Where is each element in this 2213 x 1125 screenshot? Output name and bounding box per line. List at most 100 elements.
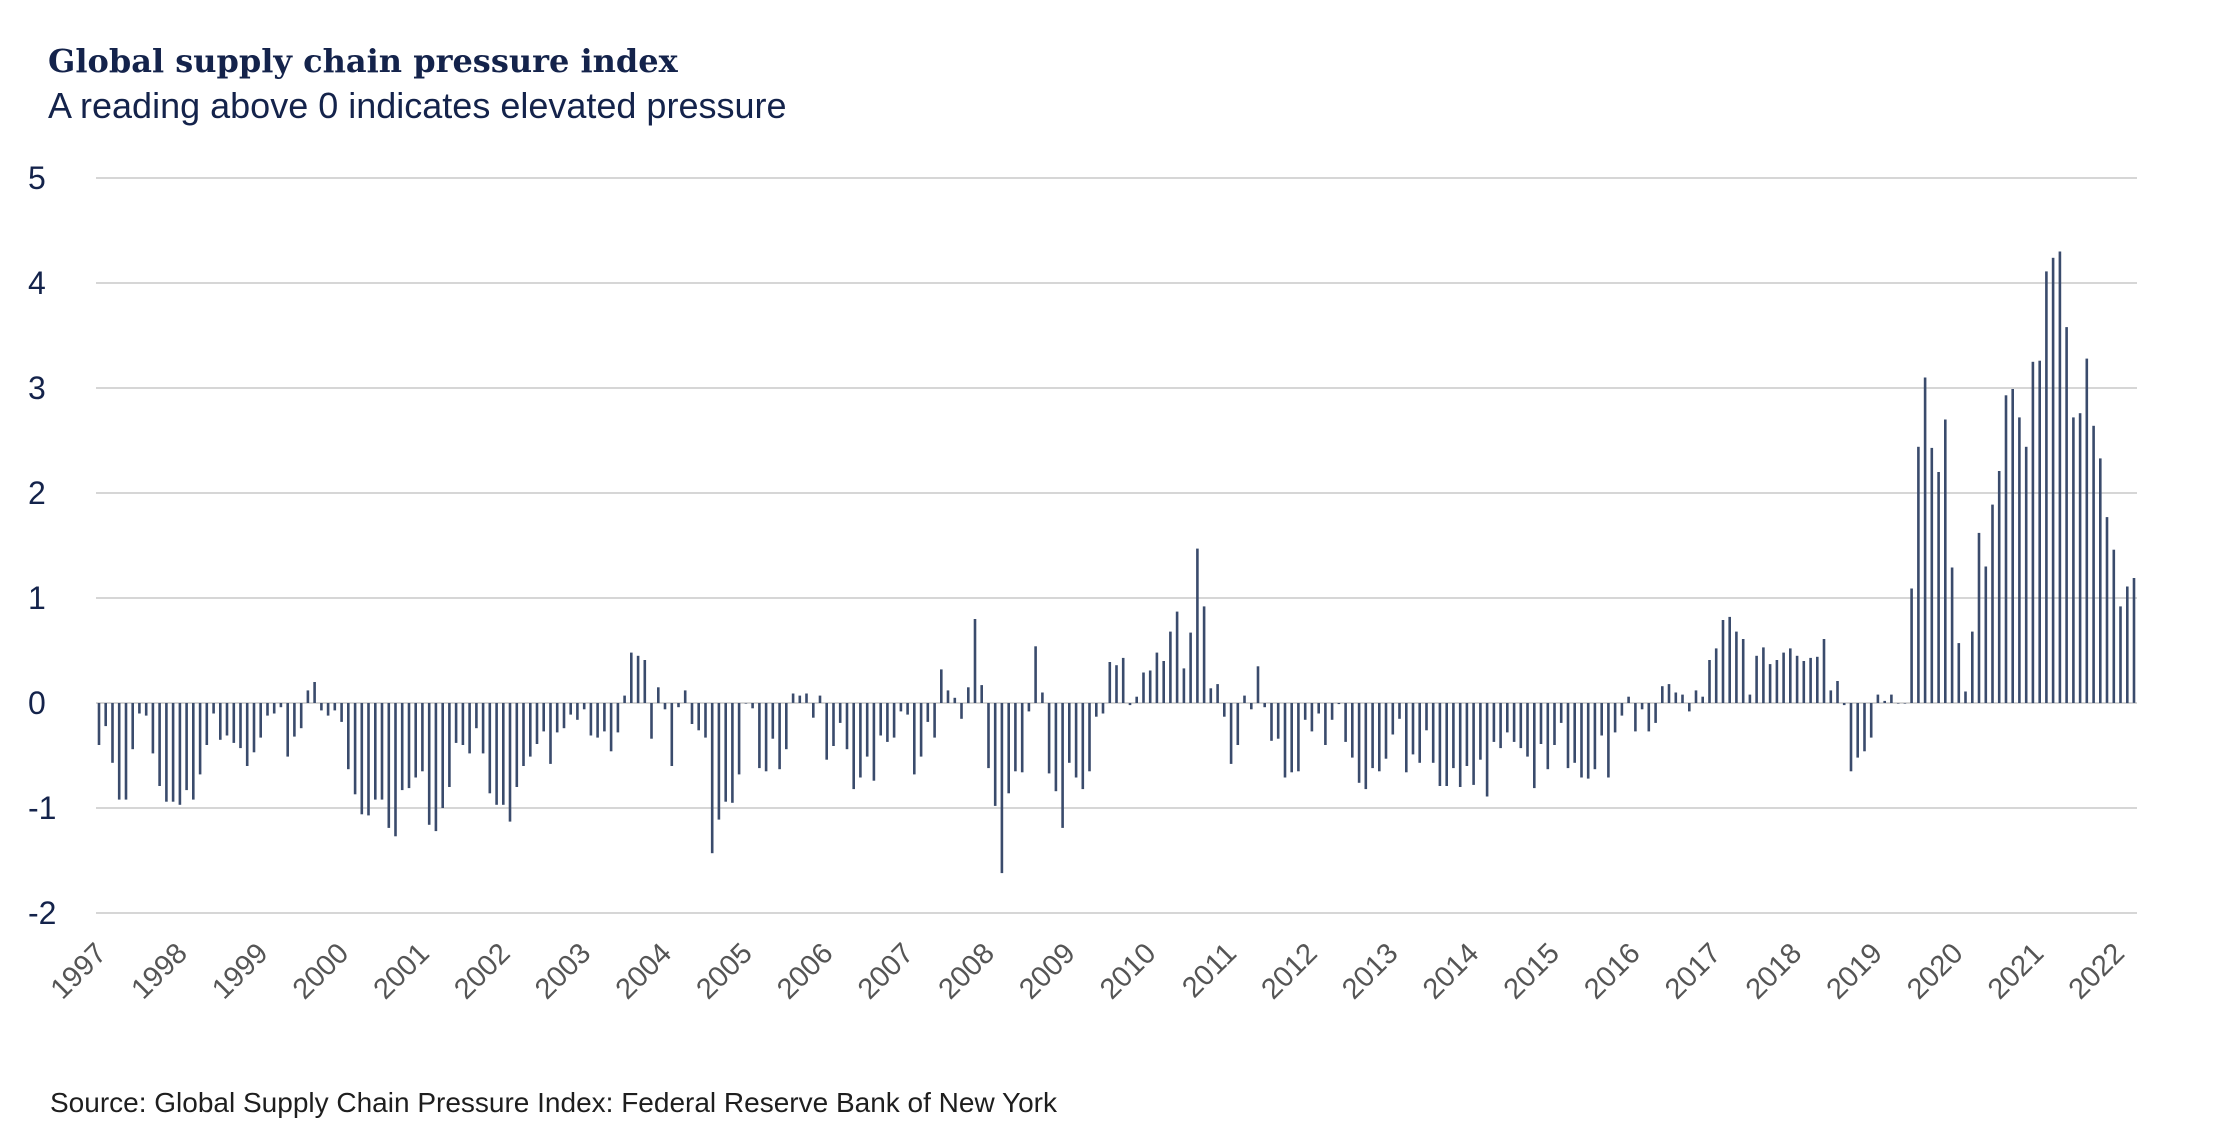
bar (326, 703, 330, 716)
x-tick-label: 2009 (1013, 937, 1081, 1005)
bar (1714, 648, 1718, 703)
bar (1674, 692, 1678, 703)
bar (1324, 703, 1327, 745)
bar (1411, 703, 1415, 755)
bar (1317, 703, 1320, 714)
y-tick-label: 0 (28, 685, 46, 721)
bar (845, 703, 849, 750)
x-tick-label: 2011 (1176, 937, 1243, 1004)
bar (1007, 703, 1010, 794)
x-tick-label: 2013 (1336, 937, 1404, 1005)
bar (764, 703, 768, 772)
bar (778, 703, 781, 770)
x-tick-label: 2019 (1821, 937, 1889, 1005)
bar (1330, 703, 1334, 720)
bar (400, 703, 404, 791)
bar (1405, 703, 1408, 773)
bar (1000, 703, 1004, 874)
bar (623, 695, 626, 703)
bar (1095, 703, 1098, 717)
bar (1438, 703, 1442, 786)
x-tick-label: 2017 (1659, 937, 1727, 1005)
bar (340, 703, 343, 722)
y-axis-ticks: 5 4 3 2 1 0 -1 -2 (28, 160, 56, 931)
bar (1627, 696, 1630, 703)
bar (117, 703, 121, 800)
bar (1546, 703, 1550, 770)
bar (293, 703, 296, 737)
bar (1458, 703, 1462, 787)
bar (859, 703, 862, 778)
bar (1276, 703, 1280, 739)
bar (1337, 703, 1341, 705)
bar (508, 703, 512, 822)
bar (2058, 251, 2062, 703)
bar (630, 652, 633, 703)
bar (555, 703, 559, 733)
x-tick-label: 2022 (2063, 937, 2131, 1005)
bar (1863, 703, 1866, 752)
bar (1479, 703, 1482, 760)
bar (245, 703, 249, 766)
bar (1856, 703, 1859, 758)
bar (1735, 631, 1738, 703)
y-tick-label: -1 (28, 790, 56, 826)
bar (1647, 703, 1651, 732)
bar (1667, 684, 1671, 703)
bar (475, 703, 478, 729)
bar (529, 703, 532, 757)
bar (1741, 639, 1745, 703)
bar (1061, 703, 1064, 828)
bar (171, 703, 175, 802)
gridlines (96, 177, 2137, 914)
bar (1263, 703, 1266, 708)
bar (2112, 549, 2116, 703)
bar (805, 693, 808, 703)
x-tick-label: 2021 (1982, 937, 2050, 1005)
bar (1364, 703, 1368, 790)
bar (1431, 703, 1435, 763)
bar (414, 703, 417, 778)
bar (1822, 639, 1826, 703)
bar (751, 703, 754, 709)
bar (1283, 703, 1287, 778)
bar (522, 703, 525, 766)
bar (1384, 703, 1388, 759)
bar (1169, 631, 1172, 703)
bar (1539, 703, 1543, 744)
bar (744, 703, 748, 704)
bar (926, 703, 930, 722)
bar (643, 660, 647, 703)
x-tick-label: 2004 (610, 937, 678, 1005)
bar (838, 703, 842, 723)
bar (502, 703, 505, 805)
bar (1108, 662, 1112, 703)
x-tick-label: 2008 (933, 937, 1001, 1005)
bar (1930, 447, 1934, 704)
bar (124, 703, 128, 800)
bar (1721, 620, 1725, 703)
bar (481, 703, 485, 754)
bar (1209, 688, 1213, 703)
bar (1849, 703, 1853, 772)
bar (603, 703, 606, 732)
bar (111, 703, 114, 763)
x-tick-label: 2001 (368, 937, 436, 1005)
bar (165, 703, 168, 802)
bar (333, 703, 337, 711)
x-tick-label: 2020 (1901, 937, 1969, 1005)
bar (1964, 691, 1967, 704)
bar (1506, 703, 1509, 733)
bar (1957, 643, 1961, 703)
bar (1950, 567, 1954, 703)
bar (2092, 425, 2095, 703)
bar (825, 703, 828, 760)
bar (1047, 703, 1051, 774)
bar (670, 703, 674, 766)
bar (980, 685, 983, 703)
bar (1452, 703, 1455, 769)
bar (993, 703, 997, 806)
bar (1512, 703, 1516, 742)
x-tick-label: 2003 (529, 937, 597, 1005)
bar (886, 703, 889, 742)
